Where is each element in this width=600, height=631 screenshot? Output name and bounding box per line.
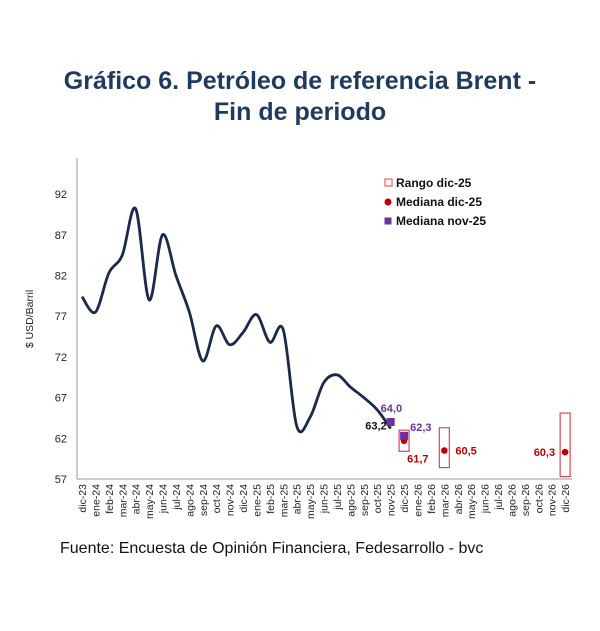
x-tick-label: may-25	[305, 484, 317, 519]
x-tick-label: feb-24	[104, 484, 116, 514]
y-tick-label: 92	[55, 189, 67, 201]
x-tick-label: may-26	[466, 484, 478, 519]
x-tick-label: dic-26	[560, 484, 572, 513]
median-dec25-point	[561, 448, 569, 456]
y-tick-label: 62	[55, 433, 67, 445]
x-tick-label: feb-26	[426, 484, 438, 514]
x-tick-label: abr-24	[131, 484, 143, 515]
x-tick-label: feb-25	[265, 484, 277, 514]
x-tick-label: oct-25	[372, 484, 384, 513]
x-tick-label: jul-26	[493, 484, 505, 511]
x-tick-label: sep-25	[359, 484, 371, 516]
x-tick-label: nov-26	[547, 484, 559, 516]
median-nov25-label: 64,0	[381, 403, 402, 415]
chart-title: Gráfico 6. Petróleo de referencia Brent …	[0, 66, 600, 128]
legend-entry: Mediana nov-25	[396, 214, 486, 228]
x-tick-label: dic-25	[399, 484, 411, 513]
y-tick-label: 72	[55, 352, 67, 364]
range-box-dic-25	[398, 429, 410, 452]
x-tick-label: ago-24	[184, 484, 196, 517]
x-tick-label: sep-24	[198, 484, 210, 516]
y-tick-label: 57	[55, 474, 67, 486]
x-tick-label: mar-26	[439, 484, 451, 517]
x-tick-label: jul-25	[332, 484, 344, 511]
x-tick-label: jun-26	[480, 484, 492, 514]
x-tick-label: nov-24	[225, 484, 237, 516]
history-last-label: 63,2	[365, 421, 386, 433]
x-tick-label: oct-24	[211, 484, 223, 513]
brent-history-line	[80, 206, 392, 434]
x-tick-label: dic-24	[238, 484, 250, 513]
x-tick-label: ene-24	[90, 484, 102, 517]
y-tick-label: 77	[55, 311, 67, 323]
median-dec25-point	[441, 447, 448, 454]
x-tick-label: abr-26	[453, 484, 465, 515]
x-tick-label: dic-23	[77, 484, 89, 513]
legend-range-icon	[384, 178, 393, 187]
legend-median-dec-icon	[384, 198, 392, 206]
range-box-dic-26	[559, 412, 571, 478]
x-tick-label: mar-25	[278, 484, 290, 517]
x-tick-label: ene-26	[413, 484, 425, 517]
source-footer: Fuente: Encuesta de Opinión Financiera, …	[60, 540, 484, 557]
x-tick-label: ene-25	[251, 484, 263, 517]
x-tick-label: may-24	[144, 484, 156, 519]
legend-median-nov-icon	[384, 217, 392, 225]
y-axis-label: $ USD/Barril	[24, 290, 36, 348]
x-tick-label: nov-25	[386, 484, 398, 516]
x-tick-label: sep-26	[520, 484, 532, 516]
x-tick-label: oct-26	[533, 484, 545, 513]
x-tick-label: mar-24	[117, 484, 129, 517]
y-tick-label: 82	[55, 271, 67, 283]
x-tick-label: ago-26	[506, 484, 518, 517]
median-nov25-label: 62,3	[410, 422, 431, 434]
title-line-2: Fin de periodo	[213, 98, 387, 126]
x-tick-label: ago-25	[345, 484, 357, 517]
x-tick-label: abr-25	[292, 484, 304, 515]
legend-entry: Rango dic-25	[396, 176, 472, 190]
median-dec25-label: 60,3	[534, 447, 555, 459]
range-box-mar-26	[438, 427, 450, 469]
x-tick-label: jun-24	[158, 484, 170, 514]
chart: 57 62 67 72 77 82 87 92 dic-23 ene-24 feb-24 mar-24…	[24, 158, 572, 519]
y-tick-label: 67	[55, 393, 67, 405]
median-nov25-point	[400, 431, 409, 440]
legend-entry: Mediana dic-25	[396, 195, 482, 209]
y-tick-label: 87	[55, 230, 67, 242]
median-dec25-label: 61,7	[407, 454, 428, 466]
median-dec25-label: 60,5	[455, 446, 476, 458]
title-line-1: Gráfico 6. Petróleo de referencia Brent …	[63, 67, 537, 95]
median-nov25-point	[386, 418, 395, 427]
x-tick-label: jun-25	[319, 484, 331, 514]
x-tick-label: jul-24	[171, 484, 183, 511]
